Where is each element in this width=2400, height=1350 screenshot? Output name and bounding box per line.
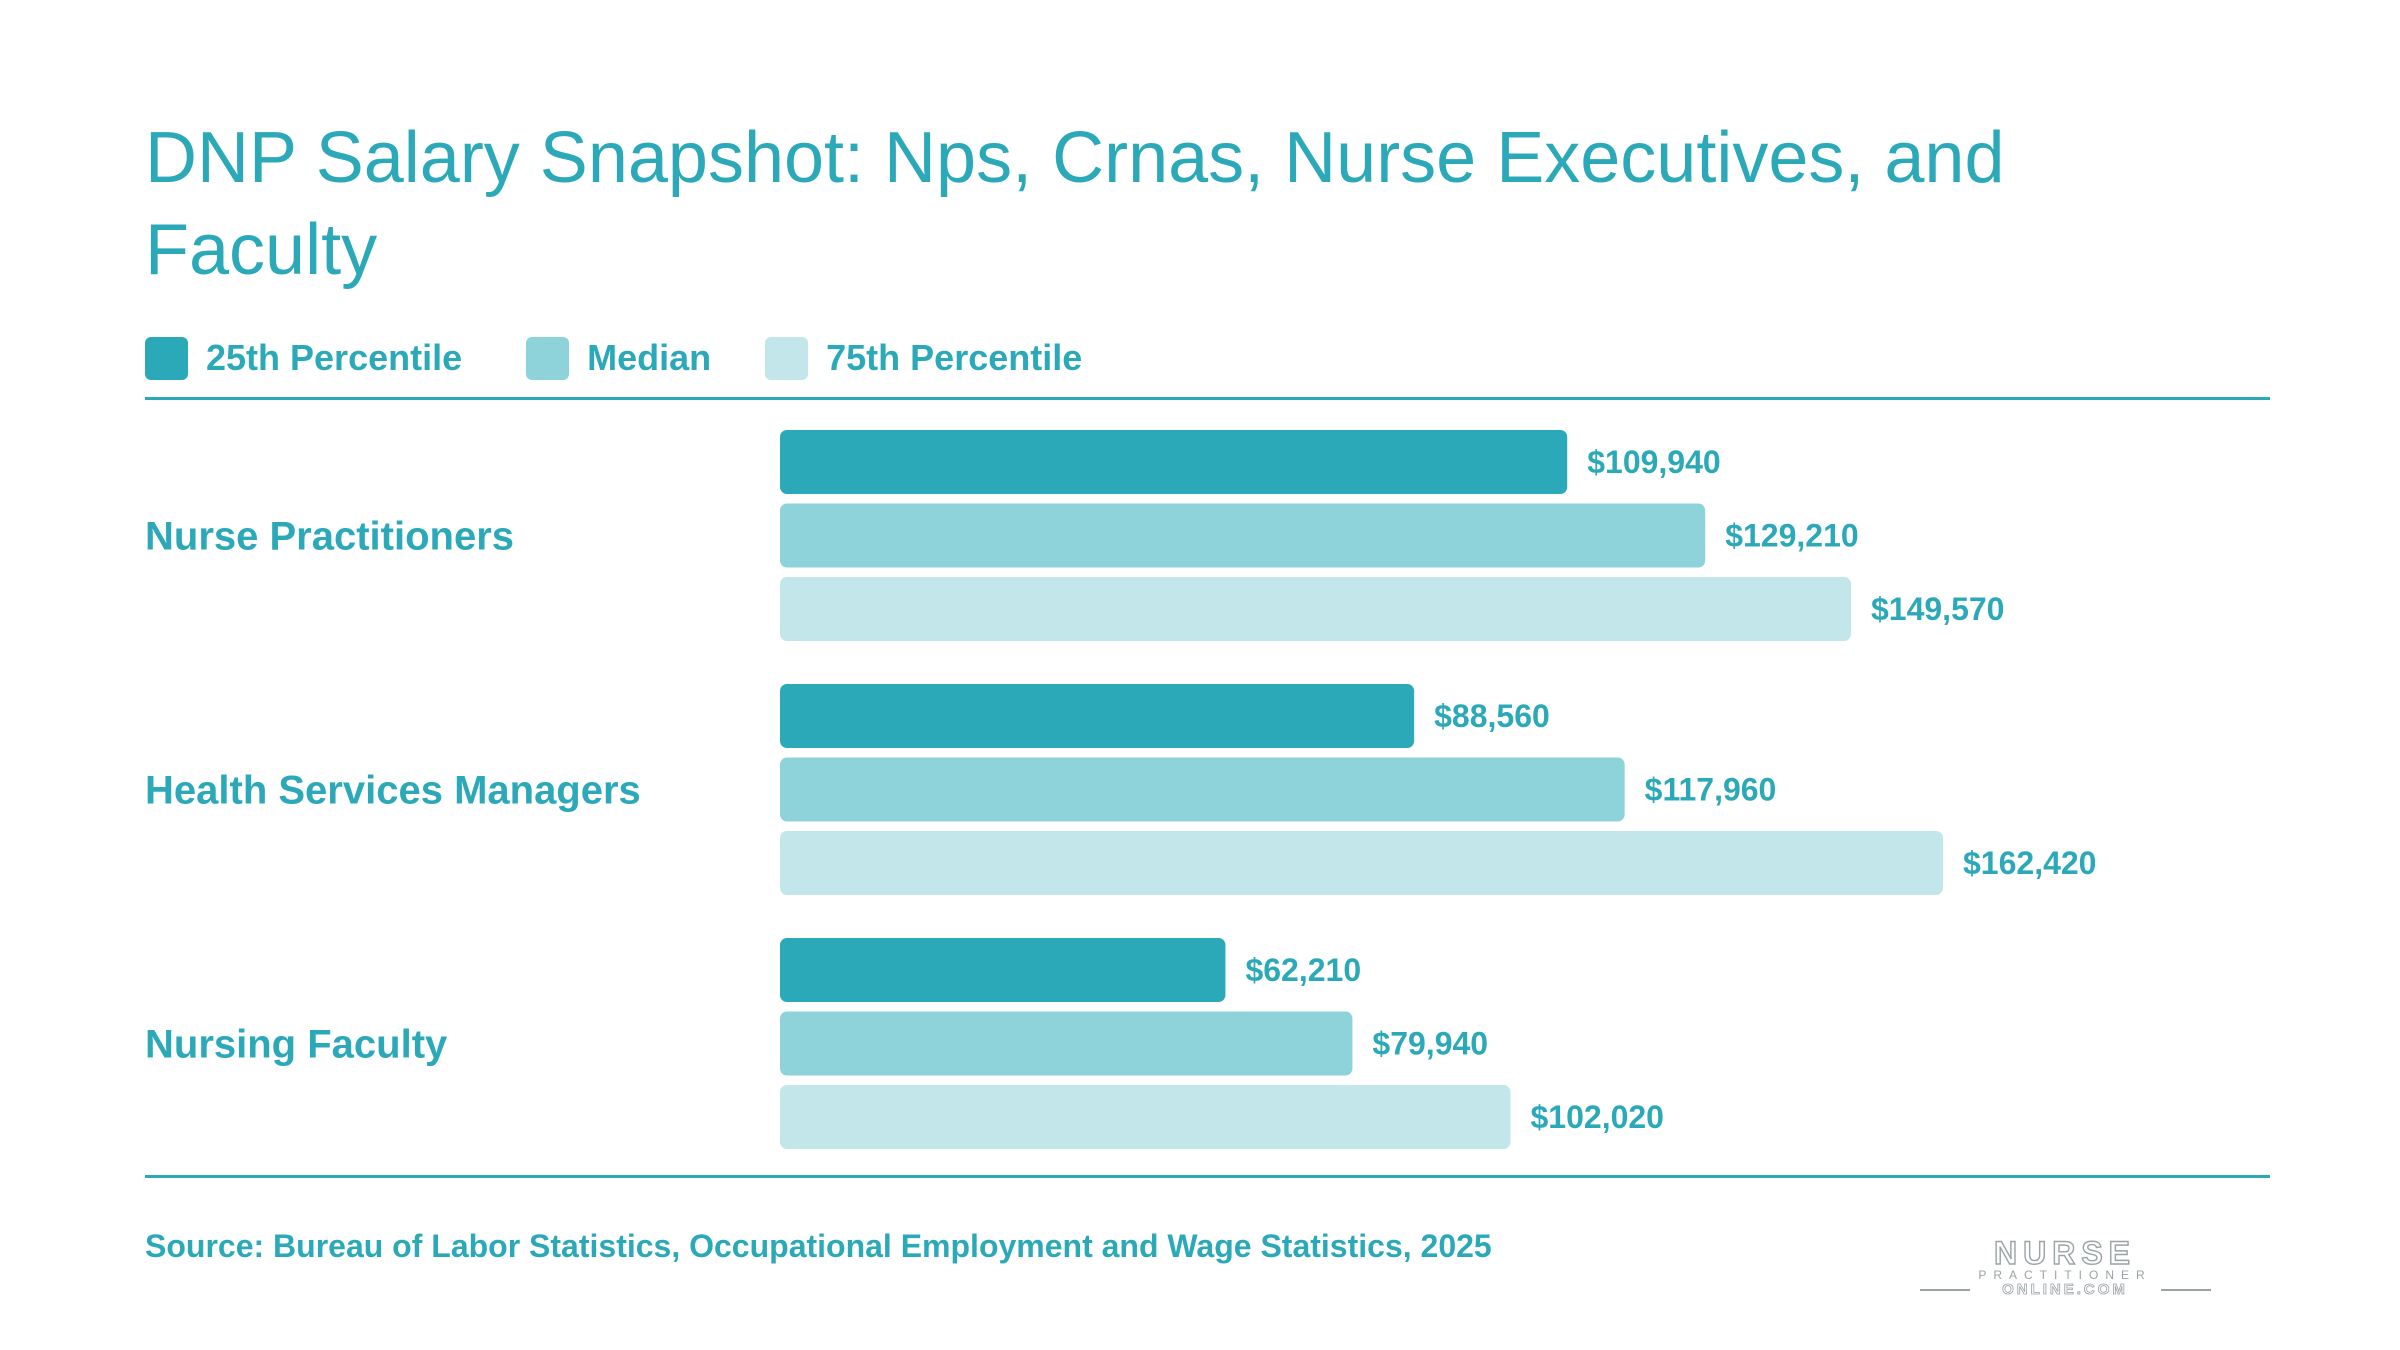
value-label-p25: $62,210 [1245, 952, 1361, 988]
legend-item-p75: 75th Percentile [765, 336, 1083, 380]
chart-title: DNP Salary Snapshot: Nps, Crnas, Nurse E… [145, 118, 2005, 290]
value-label-median: $117,960 [1645, 772, 1777, 808]
bar-p25 [780, 430, 1568, 494]
legend-item-p25: 25th Percentile [145, 336, 463, 380]
bar-median [780, 1011, 1353, 1076]
source-note: Source: Bureau of Labor Statistics, Occu… [145, 1228, 1492, 1264]
legend: 25th Percentile Median 75th Percentile [145, 335, 1082, 381]
svg-text:ONLINE.COM: ONLINE.COM [2002, 1281, 2128, 1295]
value-label-median: $79,940 [1372, 1026, 1488, 1062]
legend-swatch-median [526, 336, 570, 380]
svg-text:PRACTITIONER: PRACTITIONER [1978, 1268, 2151, 1282]
value-label-median: $129,210 [1725, 518, 1858, 554]
bar-p75 [780, 577, 1851, 641]
legend-swatch-p25 [145, 336, 188, 380]
category-label: Nurse Practitioners [145, 515, 514, 559]
legend-item-median: Median [526, 336, 712, 380]
nurse-practitioner-online-logo: NURSE PRACTITIONER ONLINE.COM [1920, 1235, 2211, 1295]
legend-label-p75: 75th Percentile [826, 337, 1083, 378]
value-label-p25: $109,940 [1587, 444, 1720, 480]
bar-median [780, 757, 1625, 822]
bar-p25 [780, 684, 1415, 748]
bar-p75 [780, 831, 1943, 895]
value-label-p25: $88,560 [1434, 698, 1550, 734]
category-label: Health Services Managers [145, 769, 641, 813]
value-label-p75: $102,020 [1531, 1099, 1664, 1135]
bar-p25 [780, 938, 1226, 1002]
bar-p75 [780, 1085, 1511, 1149]
value-label-p75: $149,570 [1871, 591, 2004, 627]
svg-text:NURSE: NURSE [1994, 1235, 2136, 1271]
bar-median [780, 503, 1706, 568]
legend-swatch-p75 [765, 336, 809, 380]
legend-label-p25: 25th Percentile [206, 337, 463, 378]
category-label: Nursing Faculty [145, 1023, 448, 1067]
top-divider [145, 397, 2270, 400]
value-label-p75: $162,420 [1963, 845, 2096, 881]
legend-label-median: Median [587, 337, 712, 378]
bottom-divider [145, 1175, 2270, 1178]
